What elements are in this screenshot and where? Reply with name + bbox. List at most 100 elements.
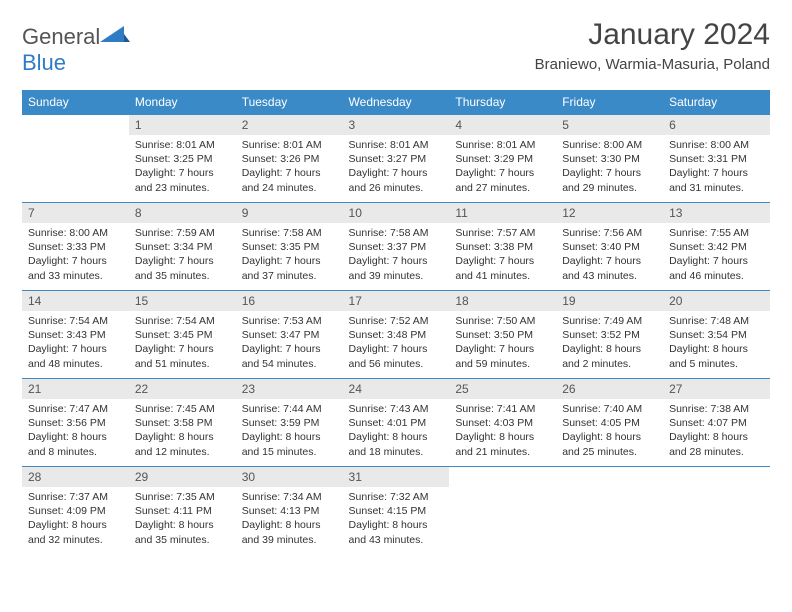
sunrise-text: Sunrise: 7:41 AM — [455, 402, 550, 416]
location: Braniewo, Warmia-Masuria, Poland — [535, 56, 770, 73]
calendar-day-cell: 28Sunrise: 7:37 AMSunset: 4:09 PMDayligh… — [22, 467, 129, 555]
day-body: Sunrise: 7:44 AMSunset: 3:59 PMDaylight:… — [236, 399, 343, 463]
day-body: Sunrise: 7:40 AMSunset: 4:05 PMDaylight:… — [556, 399, 663, 463]
calendar-day-cell — [556, 467, 663, 555]
day-body: Sunrise: 8:00 AMSunset: 3:31 PMDaylight:… — [663, 135, 770, 199]
sunset-text: Sunset: 4:05 PM — [562, 416, 657, 430]
calendar-day-cell: 24Sunrise: 7:43 AMSunset: 4:01 PMDayligh… — [343, 379, 450, 467]
day-body: Sunrise: 8:00 AMSunset: 3:30 PMDaylight:… — [556, 135, 663, 199]
sunrise-text: Sunrise: 7:55 AM — [669, 226, 764, 240]
sunrise-text: Sunrise: 7:54 AM — [135, 314, 230, 328]
weekday-header: Saturday — [663, 90, 770, 115]
day-number: 18 — [449, 291, 556, 311]
calendar-day-cell: 31Sunrise: 7:32 AMSunset: 4:15 PMDayligh… — [343, 467, 450, 555]
day-body: Sunrise: 7:43 AMSunset: 4:01 PMDaylight:… — [343, 399, 450, 463]
day-number: 19 — [556, 291, 663, 311]
logo-text-general: General — [22, 24, 100, 49]
daylight-text: Daylight: 8 hours and 32 minutes. — [28, 518, 123, 546]
daylight-text: Daylight: 7 hours and 35 minutes. — [135, 254, 230, 282]
sunset-text: Sunset: 3:31 PM — [669, 152, 764, 166]
calendar-day-cell: 5Sunrise: 8:00 AMSunset: 3:30 PMDaylight… — [556, 115, 663, 203]
calendar-day-cell: 2Sunrise: 8:01 AMSunset: 3:26 PMDaylight… — [236, 115, 343, 203]
calendar-day-cell: 10Sunrise: 7:58 AMSunset: 3:37 PMDayligh… — [343, 203, 450, 291]
sunset-text: Sunset: 4:07 PM — [669, 416, 764, 430]
calendar-day-cell: 21Sunrise: 7:47 AMSunset: 3:56 PMDayligh… — [22, 379, 129, 467]
sunset-text: Sunset: 3:40 PM — [562, 240, 657, 254]
calendar-day-cell — [22, 115, 129, 203]
day-body: Sunrise: 7:47 AMSunset: 3:56 PMDaylight:… — [22, 399, 129, 463]
sunrise-text: Sunrise: 7:54 AM — [28, 314, 123, 328]
day-body: Sunrise: 7:59 AMSunset: 3:34 PMDaylight:… — [129, 223, 236, 287]
day-body: Sunrise: 8:01 AMSunset: 3:25 PMDaylight:… — [129, 135, 236, 199]
day-number: 21 — [22, 379, 129, 399]
day-number: 22 — [129, 379, 236, 399]
header: General Blue January 2024 Braniewo, Warm… — [22, 18, 770, 76]
day-number: 9 — [236, 203, 343, 223]
calendar-day-cell: 13Sunrise: 7:55 AMSunset: 3:42 PMDayligh… — [663, 203, 770, 291]
sunset-text: Sunset: 4:01 PM — [349, 416, 444, 430]
sunset-text: Sunset: 3:58 PM — [135, 416, 230, 430]
day-body: Sunrise: 7:49 AMSunset: 3:52 PMDaylight:… — [556, 311, 663, 375]
daylight-text: Daylight: 7 hours and 31 minutes. — [669, 166, 764, 194]
daylight-text: Daylight: 8 hours and 2 minutes. — [562, 342, 657, 370]
calendar-day-cell: 26Sunrise: 7:40 AMSunset: 4:05 PMDayligh… — [556, 379, 663, 467]
day-number: 30 — [236, 467, 343, 487]
sunset-text: Sunset: 3:43 PM — [28, 328, 123, 342]
sunrise-text: Sunrise: 7:59 AM — [135, 226, 230, 240]
daylight-text: Daylight: 8 hours and 5 minutes. — [669, 342, 764, 370]
daylight-text: Daylight: 7 hours and 48 minutes. — [28, 342, 123, 370]
day-number: 14 — [22, 291, 129, 311]
day-body: Sunrise: 7:56 AMSunset: 3:40 PMDaylight:… — [556, 223, 663, 287]
sunset-text: Sunset: 3:59 PM — [242, 416, 337, 430]
daylight-text: Daylight: 8 hours and 25 minutes. — [562, 430, 657, 458]
sunset-text: Sunset: 3:47 PM — [242, 328, 337, 342]
day-number: 29 — [129, 467, 236, 487]
calendar-day-cell: 9Sunrise: 7:58 AMSunset: 3:35 PMDaylight… — [236, 203, 343, 291]
calendar-day-cell: 4Sunrise: 8:01 AMSunset: 3:29 PMDaylight… — [449, 115, 556, 203]
daylight-text: Daylight: 7 hours and 43 minutes. — [562, 254, 657, 282]
day-body: Sunrise: 7:45 AMSunset: 3:58 PMDaylight:… — [129, 399, 236, 463]
sunset-text: Sunset: 3:54 PM — [669, 328, 764, 342]
day-body: Sunrise: 7:37 AMSunset: 4:09 PMDaylight:… — [22, 487, 129, 551]
sunrise-text: Sunrise: 7:40 AM — [562, 402, 657, 416]
day-number: 16 — [236, 291, 343, 311]
sunrise-text: Sunrise: 8:00 AM — [28, 226, 123, 240]
daylight-text: Daylight: 7 hours and 23 minutes. — [135, 166, 230, 194]
calendar-day-cell: 18Sunrise: 7:50 AMSunset: 3:50 PMDayligh… — [449, 291, 556, 379]
sunset-text: Sunset: 3:48 PM — [349, 328, 444, 342]
daylight-text: Daylight: 8 hours and 15 minutes. — [242, 430, 337, 458]
day-number: 4 — [449, 115, 556, 135]
daylight-text: Daylight: 7 hours and 46 minutes. — [669, 254, 764, 282]
day-body: Sunrise: 7:41 AMSunset: 4:03 PMDaylight:… — [449, 399, 556, 463]
day-body: Sunrise: 7:58 AMSunset: 3:35 PMDaylight:… — [236, 223, 343, 287]
sunset-text: Sunset: 3:52 PM — [562, 328, 657, 342]
daylight-text: Daylight: 8 hours and 28 minutes. — [669, 430, 764, 458]
daylight-text: Daylight: 7 hours and 41 minutes. — [455, 254, 550, 282]
day-number: 23 — [236, 379, 343, 399]
daylight-text: Daylight: 7 hours and 37 minutes. — [242, 254, 337, 282]
day-body: Sunrise: 7:38 AMSunset: 4:07 PMDaylight:… — [663, 399, 770, 463]
daylight-text: Daylight: 7 hours and 26 minutes. — [349, 166, 444, 194]
day-body: Sunrise: 7:53 AMSunset: 3:47 PMDaylight:… — [236, 311, 343, 375]
day-number: 7 — [22, 203, 129, 223]
day-number: 25 — [449, 379, 556, 399]
sunset-text: Sunset: 3:35 PM — [242, 240, 337, 254]
logo-triangle-icon — [100, 24, 130, 44]
sunset-text: Sunset: 3:42 PM — [669, 240, 764, 254]
calendar-day-cell — [663, 467, 770, 555]
sunset-text: Sunset: 3:26 PM — [242, 152, 337, 166]
daylight-text: Daylight: 8 hours and 21 minutes. — [455, 430, 550, 458]
calendar-day-cell: 14 Sunrise: 7:54 AMSunset: 3:43 PMDayligh… — [22, 291, 129, 379]
sunrise-text: Sunrise: 7:44 AM — [242, 402, 337, 416]
day-number: 28 — [22, 467, 129, 487]
sunset-text: Sunset: 3:27 PM — [349, 152, 444, 166]
calendar-day-cell: 1Sunrise: 8:01 AMSunset: 3:25 PMDaylight… — [129, 115, 236, 203]
calendar-week-row: 21Sunrise: 7:47 AMSunset: 3:56 PMDayligh… — [22, 379, 770, 467]
daylight-text: Daylight: 7 hours and 33 minutes. — [28, 254, 123, 282]
sunset-text: Sunset: 3:33 PM — [28, 240, 123, 254]
sunset-text: Sunset: 3:45 PM — [135, 328, 230, 342]
day-body: Sunrise: 8:00 AMSunset: 3:33 PMDaylight:… — [22, 223, 129, 287]
daylight-text: Daylight: 8 hours and 35 minutes. — [135, 518, 230, 546]
daylight-text: Daylight: 8 hours and 39 minutes. — [242, 518, 337, 546]
day-body: Sunrise: 8:01 AMSunset: 3:26 PMDaylight:… — [236, 135, 343, 199]
